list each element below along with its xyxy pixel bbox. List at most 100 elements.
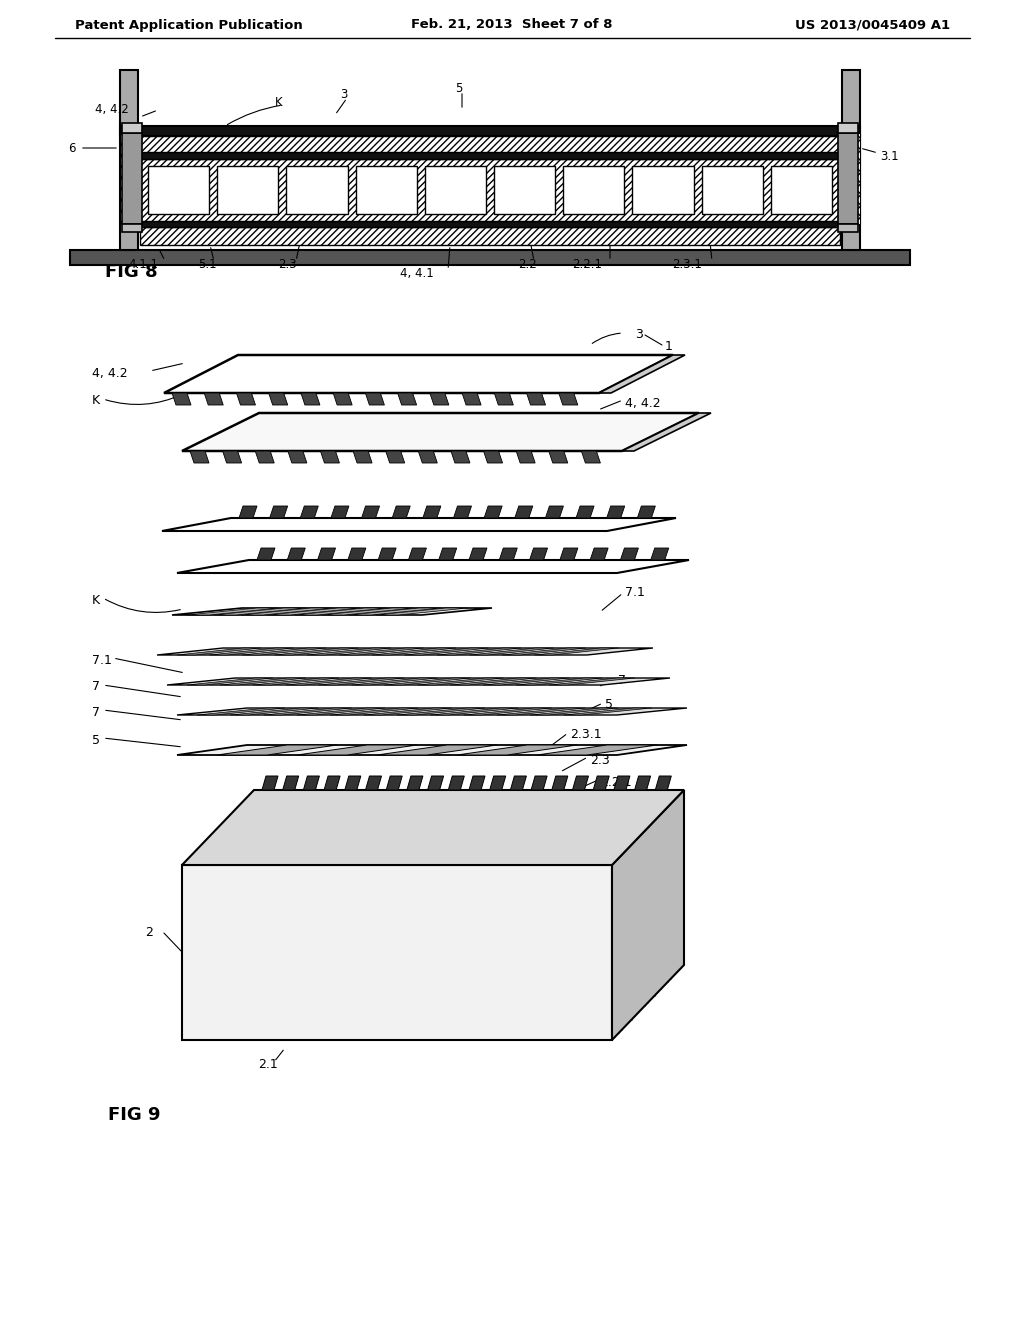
Text: 4.1.1: 4.1.1 bbox=[128, 259, 158, 272]
Polygon shape bbox=[349, 609, 441, 615]
Polygon shape bbox=[321, 451, 340, 463]
Polygon shape bbox=[494, 166, 555, 214]
Polygon shape bbox=[529, 548, 548, 560]
Polygon shape bbox=[635, 776, 650, 789]
Polygon shape bbox=[621, 548, 638, 560]
Polygon shape bbox=[386, 776, 402, 789]
Polygon shape bbox=[546, 506, 563, 517]
Text: 7: 7 bbox=[92, 681, 100, 693]
Text: 7.1: 7.1 bbox=[92, 653, 112, 667]
Polygon shape bbox=[428, 776, 443, 789]
Polygon shape bbox=[351, 678, 437, 685]
Polygon shape bbox=[269, 506, 288, 517]
Polygon shape bbox=[318, 678, 404, 685]
Polygon shape bbox=[162, 517, 676, 531]
Text: 7: 7 bbox=[92, 705, 100, 718]
Polygon shape bbox=[469, 648, 554, 655]
Polygon shape bbox=[190, 451, 209, 463]
Text: 2.2.1: 2.2.1 bbox=[600, 776, 632, 788]
Polygon shape bbox=[288, 451, 307, 463]
Polygon shape bbox=[419, 451, 437, 463]
Text: 3: 3 bbox=[625, 371, 633, 384]
Polygon shape bbox=[502, 648, 586, 655]
Polygon shape bbox=[340, 648, 424, 655]
Polygon shape bbox=[404, 648, 488, 655]
Polygon shape bbox=[230, 708, 318, 715]
Polygon shape bbox=[549, 451, 567, 463]
Polygon shape bbox=[187, 678, 273, 685]
Polygon shape bbox=[655, 776, 672, 789]
Polygon shape bbox=[295, 609, 387, 615]
Polygon shape bbox=[418, 678, 504, 685]
Polygon shape bbox=[157, 648, 653, 655]
Polygon shape bbox=[451, 678, 537, 685]
Polygon shape bbox=[425, 166, 486, 214]
Text: 2.2: 2.2 bbox=[518, 259, 537, 272]
Polygon shape bbox=[495, 393, 513, 405]
Polygon shape bbox=[438, 548, 457, 560]
Polygon shape bbox=[210, 648, 294, 655]
Polygon shape bbox=[262, 776, 278, 789]
Polygon shape bbox=[297, 708, 385, 715]
Text: Patent Application Publication: Patent Application Publication bbox=[75, 18, 303, 32]
Text: 4, 4.2: 4, 4.2 bbox=[95, 103, 129, 116]
Polygon shape bbox=[263, 708, 351, 715]
Polygon shape bbox=[454, 506, 471, 517]
Polygon shape bbox=[253, 678, 339, 685]
Polygon shape bbox=[423, 506, 441, 517]
Polygon shape bbox=[177, 560, 689, 573]
Polygon shape bbox=[182, 413, 699, 451]
Polygon shape bbox=[560, 548, 578, 560]
Polygon shape bbox=[307, 648, 391, 655]
Polygon shape bbox=[531, 776, 547, 789]
Polygon shape bbox=[622, 413, 711, 451]
Text: K: K bbox=[275, 95, 283, 108]
Polygon shape bbox=[377, 744, 497, 755]
Text: 5: 5 bbox=[92, 734, 100, 747]
Polygon shape bbox=[182, 789, 684, 865]
Text: 7: 7 bbox=[618, 673, 626, 686]
Polygon shape bbox=[331, 506, 349, 517]
Text: 5: 5 bbox=[455, 82, 463, 95]
Polygon shape bbox=[838, 224, 858, 232]
Polygon shape bbox=[364, 708, 452, 715]
Text: 2.3.1: 2.3.1 bbox=[570, 729, 602, 742]
Polygon shape bbox=[355, 166, 417, 214]
Polygon shape bbox=[430, 708, 518, 715]
Polygon shape bbox=[483, 451, 503, 463]
Polygon shape bbox=[838, 123, 858, 133]
Text: 5.1: 5.1 bbox=[198, 259, 217, 272]
Polygon shape bbox=[345, 776, 360, 789]
Polygon shape bbox=[122, 224, 142, 232]
Text: 2: 2 bbox=[145, 927, 153, 940]
Text: 2.1: 2.1 bbox=[258, 1059, 278, 1072]
Polygon shape bbox=[241, 609, 333, 615]
Polygon shape bbox=[348, 548, 366, 560]
Polygon shape bbox=[771, 166, 833, 214]
Polygon shape bbox=[392, 506, 411, 517]
Polygon shape bbox=[451, 451, 470, 463]
Polygon shape bbox=[120, 70, 138, 249]
Polygon shape bbox=[378, 548, 396, 560]
Polygon shape bbox=[172, 609, 492, 615]
Polygon shape bbox=[407, 776, 423, 789]
Polygon shape bbox=[842, 70, 860, 249]
Polygon shape bbox=[469, 548, 487, 560]
Polygon shape bbox=[255, 451, 274, 463]
Text: 5: 5 bbox=[605, 698, 613, 711]
Polygon shape bbox=[325, 776, 340, 789]
Polygon shape bbox=[483, 678, 569, 685]
Text: 4, 4.2: 4, 4.2 bbox=[625, 396, 660, 409]
Polygon shape bbox=[397, 393, 417, 405]
Text: US 2013/0045409 A1: US 2013/0045409 A1 bbox=[795, 18, 950, 32]
Text: FIG 8: FIG 8 bbox=[105, 263, 158, 281]
Text: FIG 9: FIG 9 bbox=[108, 1106, 161, 1125]
Polygon shape bbox=[242, 648, 326, 655]
Polygon shape bbox=[530, 708, 618, 715]
Polygon shape bbox=[469, 776, 485, 789]
Polygon shape bbox=[217, 744, 337, 755]
Polygon shape bbox=[140, 158, 840, 220]
Polygon shape bbox=[590, 548, 608, 560]
Polygon shape bbox=[333, 393, 352, 405]
Polygon shape bbox=[177, 648, 261, 655]
